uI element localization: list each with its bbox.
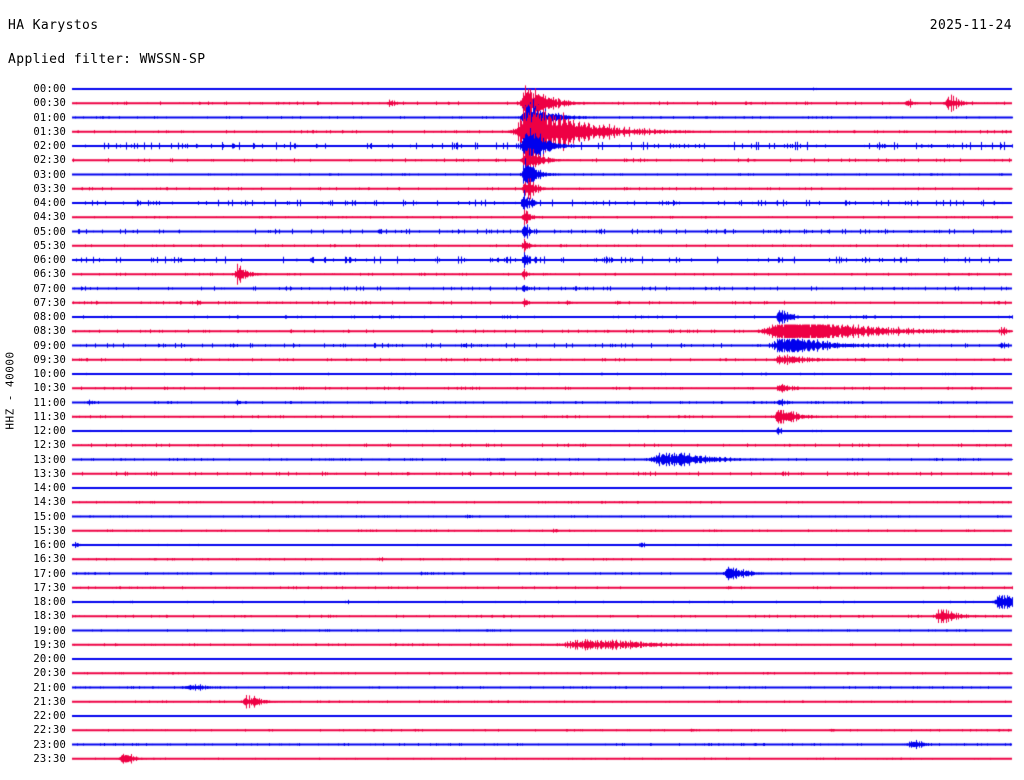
seismogram-traces — [0, 0, 1024, 780]
helicorder-plot: HA Karystos Applied filter: WWSSN-SP 202… — [0, 0, 1024, 780]
